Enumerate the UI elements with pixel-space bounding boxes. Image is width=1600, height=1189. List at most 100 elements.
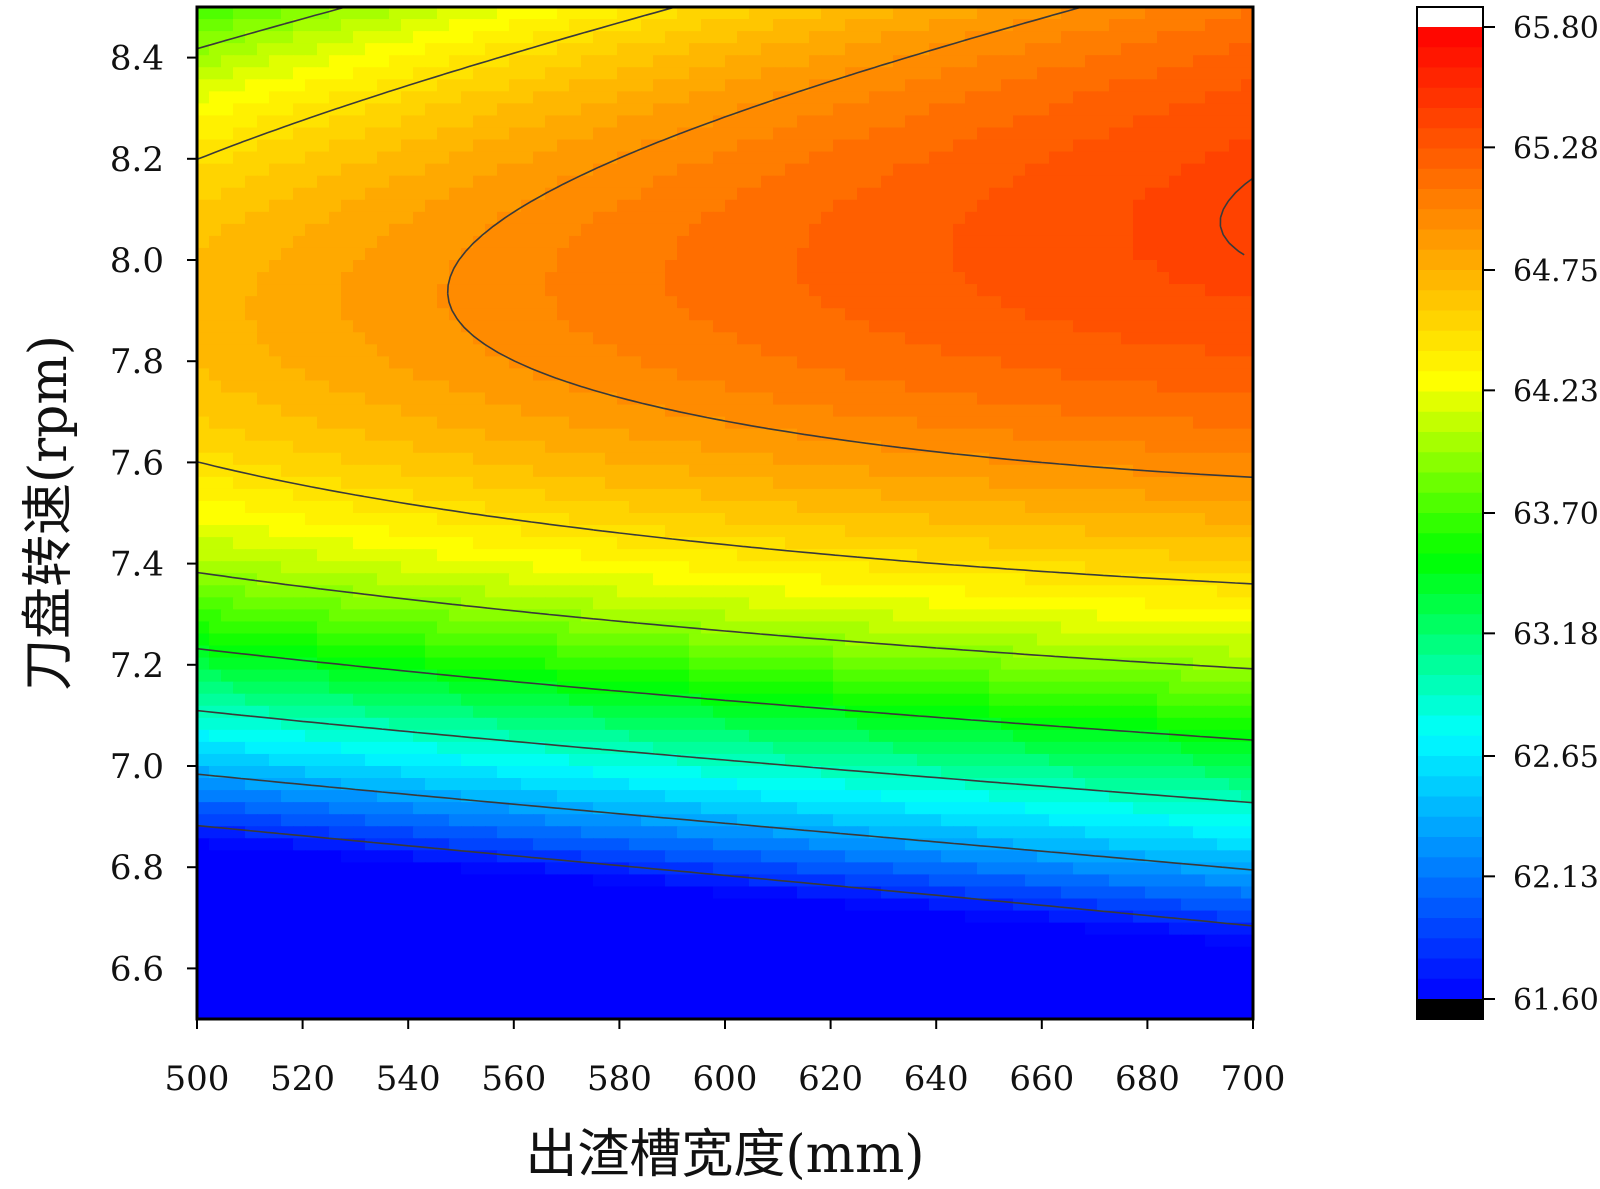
contour-cell — [977, 669, 990, 683]
contour-cell — [785, 416, 798, 430]
contour-cell — [629, 139, 642, 153]
contour-cell — [989, 127, 1002, 141]
contour-cell — [485, 440, 498, 454]
contour-cell — [737, 67, 750, 81]
contour-cell — [905, 7, 918, 20]
contour-cell — [1049, 537, 1062, 550]
contour-cell — [473, 633, 486, 647]
contour-cell — [581, 633, 594, 647]
contour-cell — [881, 115, 894, 129]
contour-cell — [989, 139, 1002, 153]
contour-cell — [449, 645, 462, 659]
contour-cell — [437, 440, 450, 454]
contour-cell — [1145, 368, 1158, 382]
contour-cell — [221, 79, 234, 93]
contour-cell — [545, 356, 558, 370]
contour-cell — [1169, 187, 1182, 201]
contour-cell — [1157, 669, 1170, 683]
contour-cell — [581, 175, 594, 189]
contour-cell — [1037, 223, 1050, 237]
contour-cell — [497, 476, 510, 490]
contour-cell — [1205, 163, 1218, 177]
contour-cell — [1121, 573, 1134, 587]
contour-cell — [1085, 235, 1098, 249]
contour-cell — [1037, 332, 1050, 346]
contour-cell — [845, 561, 858, 575]
contour-cell — [1145, 247, 1158, 261]
contour-cell — [389, 103, 402, 117]
contour-cell — [281, 440, 294, 454]
contour-cell — [509, 464, 522, 478]
contour-cell — [1025, 452, 1038, 466]
contour-cell — [857, 139, 870, 153]
contour-cell — [377, 561, 390, 575]
contour-cell — [1133, 7, 1146, 20]
contour-cell — [617, 67, 630, 81]
contour-cell — [953, 247, 966, 261]
contour-cell — [1193, 31, 1206, 44]
contour-cell — [497, 79, 510, 93]
contour-cell — [797, 115, 810, 129]
contour-cell — [917, 525, 930, 538]
contour-cell — [1217, 356, 1230, 370]
contour-cell — [1169, 585, 1182, 599]
contour-cell — [617, 43, 630, 56]
contour-cell — [857, 103, 870, 117]
contour-cell — [845, 500, 858, 514]
contour-cell — [509, 19, 522, 32]
contour-cell — [713, 681, 726, 695]
contour-cell — [413, 320, 426, 334]
contour-cell — [1025, 585, 1038, 599]
contour-cell — [857, 597, 870, 611]
contour-cell — [329, 260, 342, 273]
contour-cell — [1181, 55, 1194, 69]
contour-cell — [1073, 308, 1086, 322]
contour-cell — [641, 380, 654, 394]
contour-cell — [989, 416, 1002, 430]
contour-cell — [545, 115, 558, 129]
contour-cell — [437, 525, 450, 538]
contour-cell — [1109, 476, 1122, 490]
contour-cell — [845, 320, 858, 334]
contour-cell — [449, 296, 462, 309]
contour-cell — [1169, 332, 1182, 346]
contour-cell — [389, 669, 402, 683]
contour-cell — [341, 19, 354, 32]
contour-cell — [749, 199, 762, 213]
contour-cell — [797, 308, 810, 322]
contour-cell — [293, 609, 306, 623]
contour-cell — [569, 43, 582, 56]
contour-cell — [965, 476, 978, 490]
contour-cell — [1205, 440, 1218, 454]
contour-cell — [1193, 223, 1206, 237]
contour-cell — [1001, 199, 1014, 213]
contour-cell — [1133, 428, 1146, 442]
contour-cell — [953, 115, 966, 129]
contour-cell — [1025, 151, 1038, 165]
contour-cell — [857, 681, 870, 695]
contour-cell — [725, 320, 738, 334]
contour-cell — [341, 199, 354, 213]
contour-cell — [1097, 657, 1110, 671]
contour-cell — [917, 573, 930, 587]
contour-cell — [1217, 308, 1230, 322]
contour-cell — [689, 175, 702, 189]
contour-cell — [1073, 19, 1086, 32]
contour-cell — [389, 488, 402, 502]
contour-cell — [209, 609, 222, 623]
contour-cell — [377, 657, 390, 671]
contour-cell — [713, 476, 726, 490]
contour-cell — [521, 187, 534, 201]
contour-cell — [905, 500, 918, 514]
contour-cell — [929, 380, 942, 394]
contour-cell — [485, 199, 498, 213]
contour-cell — [221, 573, 234, 587]
contour-cell — [533, 368, 546, 382]
contour-cell — [1157, 500, 1170, 514]
contour-cell — [401, 199, 414, 213]
contour-cell — [821, 320, 834, 334]
contour-cell — [773, 320, 786, 334]
contour-cell — [1157, 537, 1170, 550]
contour-cell — [1145, 585, 1158, 599]
contour-cell — [485, 332, 498, 346]
